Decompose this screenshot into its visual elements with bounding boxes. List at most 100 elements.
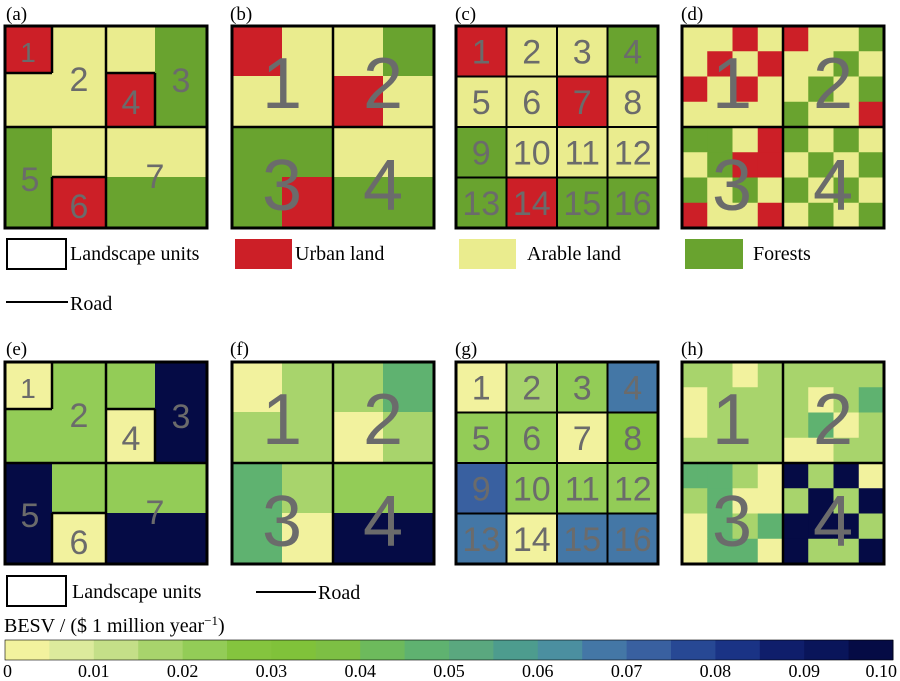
land-cell	[757, 538, 784, 565]
colorbar-tick-label: 0.05	[433, 661, 465, 681]
land-cell	[833, 463, 860, 489]
panel-label: (a)	[6, 4, 27, 25]
land-cell	[858, 101, 885, 128]
land-cell	[757, 101, 784, 128]
land-cell	[783, 51, 809, 77]
unit-number: 9	[472, 470, 491, 508]
land-cell	[682, 488, 708, 514]
unit-number: 2	[363, 44, 403, 124]
land-cell	[282, 177, 333, 228]
land-cell	[858, 76, 885, 103]
land-cell	[106, 513, 207, 564]
land-cell	[757, 387, 784, 413]
panel-label: (c)	[455, 4, 476, 25]
colorbar-cell	[759, 640, 805, 660]
land-cell	[52, 513, 106, 564]
land-cell	[707, 538, 733, 565]
panel-label: (e)	[6, 339, 27, 360]
forests-swatch	[685, 239, 743, 269]
besv-legend: Landscape units Road	[6, 575, 360, 607]
landscape-units-swatch	[6, 575, 67, 607]
land-cell	[333, 177, 434, 228]
land-cell	[858, 177, 885, 204]
land-cell	[155, 362, 207, 463]
land-cell	[52, 463, 106, 513]
land-cell	[833, 437, 860, 464]
land-cell	[682, 76, 708, 103]
colorbar-cell	[715, 640, 761, 660]
land-cell	[155, 26, 207, 127]
unit-number: 16	[614, 521, 652, 559]
land-cell	[757, 202, 784, 229]
panel-h: (h) 1 23 4	[680, 339, 886, 566]
unit-number: 2	[813, 44, 853, 124]
land-cell	[682, 152, 708, 178]
unit-number: 4	[122, 420, 141, 458]
colorbar-cell	[537, 640, 583, 660]
land-cell	[607, 412, 658, 463]
land-cell	[732, 463, 759, 489]
land-cell	[707, 437, 733, 464]
land-cell	[783, 76, 809, 103]
land-cell	[707, 152, 733, 178]
land-cell	[757, 152, 784, 178]
unit-number: 6	[70, 188, 89, 226]
land-cell	[783, 437, 809, 464]
colorbar-cell	[93, 640, 139, 660]
panel-frame	[680, 24, 886, 230]
land-cell	[833, 127, 860, 153]
colorbar-cell	[271, 640, 317, 660]
land-cell	[858, 513, 885, 540]
land-cell	[682, 387, 708, 413]
legend-landscape-units-label: Landscape units	[70, 243, 200, 265]
colorbar-title: BESV / ($ 1 million year−1)	[4, 613, 225, 637]
unit-number: 10	[513, 470, 551, 508]
unit-number: 4	[122, 84, 141, 122]
land-cell	[757, 26, 784, 52]
land-cell	[833, 76, 860, 103]
unit-number: 16	[614, 185, 652, 223]
land-cell	[557, 127, 608, 178]
land-cell	[607, 513, 658, 564]
land-cell	[607, 127, 658, 178]
land-cell	[808, 26, 834, 52]
land-cell	[808, 538, 834, 565]
panel-label: (f)	[230, 339, 249, 360]
land-cell	[732, 437, 759, 464]
land-cell	[783, 362, 809, 388]
land-cell	[557, 412, 608, 463]
unit-number: 4	[363, 146, 403, 226]
land-cell	[456, 513, 507, 564]
land-cell	[506, 127, 557, 178]
land-cell	[333, 76, 383, 127]
panel-frame	[454, 24, 660, 230]
land-cell	[808, 51, 834, 77]
land-cell	[757, 513, 784, 540]
land-cell	[333, 463, 434, 513]
land-cell	[52, 177, 106, 228]
colorbar-cell	[449, 640, 494, 660]
colorbar-cell	[49, 640, 95, 660]
unit-number: 7	[146, 158, 165, 196]
land-cell	[557, 463, 608, 514]
panel-label: (g)	[455, 339, 477, 360]
land-cell	[682, 202, 708, 229]
unit-number: 5	[472, 84, 491, 122]
land-cell	[732, 51, 759, 77]
land-cell	[557, 26, 608, 77]
land-cell	[456, 76, 507, 127]
colorbar-cell	[671, 640, 716, 660]
land-cell	[732, 127, 759, 153]
land-cell	[732, 513, 759, 540]
land-cell	[858, 127, 885, 153]
land-cell	[808, 76, 834, 103]
unit-number: 4	[363, 482, 403, 562]
unit-number: 2	[70, 397, 89, 435]
land-cell	[858, 412, 885, 439]
colorbar-cell	[804, 640, 850, 660]
land-cell	[106, 73, 155, 127]
